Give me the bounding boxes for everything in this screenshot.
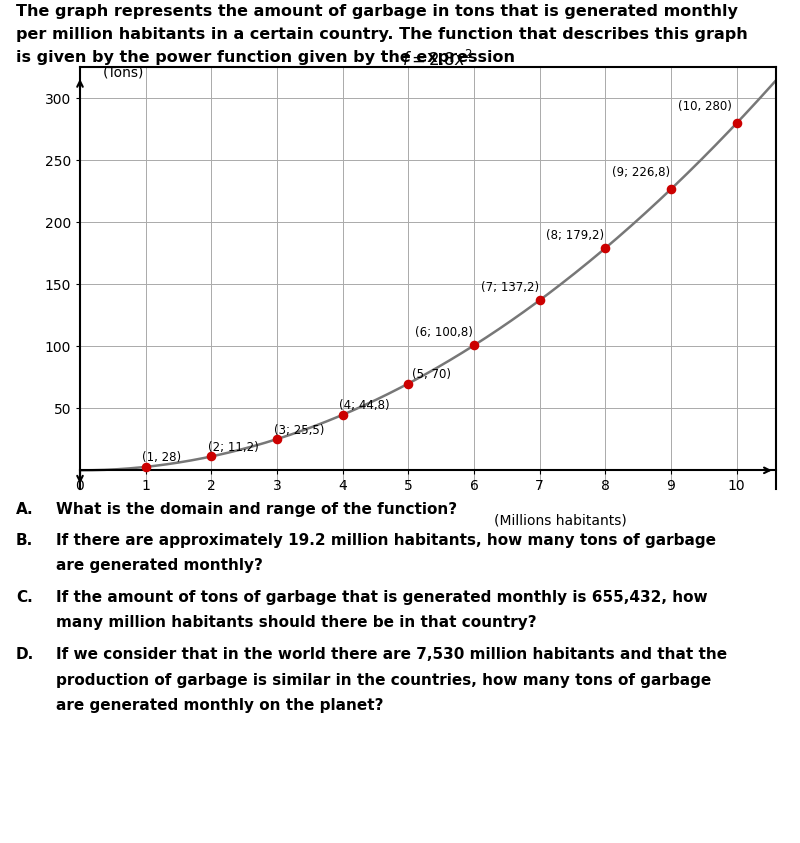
Text: The graph represents the amount of garbage in tons that is generated monthly: The graph represents the amount of garba… [16,4,738,19]
Text: are generated monthly?: are generated monthly? [56,558,263,573]
Text: is given by the power function given by the expression: is given by the power function given by … [16,50,521,65]
Text: (6; 100,8): (6; 100,8) [415,326,473,339]
Point [665,182,678,196]
Point [205,449,218,463]
Text: A.: A. [16,502,34,517]
Text: are generated monthly on the planet?: are generated monthly on the planet? [56,698,383,713]
Text: (2; 11,2): (2; 11,2) [208,441,258,454]
Text: production of garbage is similar in the countries, how many tons of garbage: production of garbage is similar in the … [56,673,711,688]
Point [139,460,152,474]
Text: If there are approximately 19.2 million habitants, how many tons of garbage: If there are approximately 19.2 million … [56,533,716,548]
Text: D.: D. [16,647,34,663]
Text: (1, 28): (1, 28) [142,451,182,464]
Text: If the amount of tons of garbage that is generated monthly is 655,432, how: If the amount of tons of garbage that is… [56,590,708,605]
Text: (10, 280): (10, 280) [678,100,731,113]
Text: (Tons): (Tons) [103,66,144,80]
Text: (Millions habitants): (Millions habitants) [494,513,626,528]
Point [270,432,283,446]
Point [336,408,349,422]
Point [599,241,612,255]
Text: (4; 44,8): (4; 44,8) [339,400,390,412]
Text: many million habitants should there be in that country?: many million habitants should there be i… [56,615,537,631]
Point [730,116,743,130]
Point [402,377,414,390]
Text: (9; 226,8): (9; 226,8) [612,166,670,180]
Text: What is the domain and range of the function?: What is the domain and range of the func… [56,502,457,517]
Text: $f = 2.8x^{2}$: $f = 2.8x^{2}$ [402,50,473,70]
Text: C.: C. [16,590,33,605]
Text: (3; 25,5): (3; 25,5) [274,424,324,437]
Text: (8; 179,2): (8; 179,2) [546,229,604,242]
Point [534,293,546,307]
Text: per million habitants in a certain country. The function that describes this gra: per million habitants in a certain count… [16,27,748,42]
Text: (5, 70): (5, 70) [411,368,450,381]
Text: (7; 137,2): (7; 137,2) [481,281,538,294]
Text: B.: B. [16,533,34,548]
Text: If we consider that in the world there are 7,530 million habitants and that the: If we consider that in the world there a… [56,647,727,663]
Point [467,339,480,352]
